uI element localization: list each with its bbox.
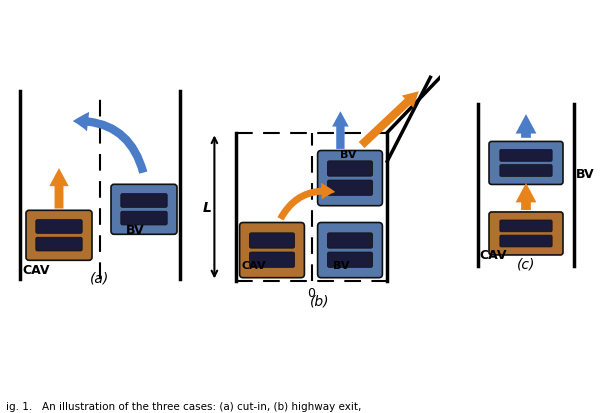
- FancyBboxPatch shape: [318, 151, 382, 206]
- FancyBboxPatch shape: [35, 237, 82, 252]
- FancyBboxPatch shape: [111, 185, 177, 235]
- Text: BV: BV: [126, 224, 144, 237]
- FancyBboxPatch shape: [327, 161, 373, 177]
- FancyBboxPatch shape: [121, 194, 167, 208]
- Text: (c): (c): [517, 257, 535, 271]
- FancyBboxPatch shape: [489, 212, 563, 255]
- Text: (b): (b): [310, 293, 330, 307]
- FancyArrowPatch shape: [73, 113, 147, 174]
- Text: BV: BV: [333, 261, 349, 271]
- FancyBboxPatch shape: [327, 252, 373, 268]
- FancyBboxPatch shape: [489, 142, 563, 185]
- FancyBboxPatch shape: [500, 221, 552, 232]
- Text: CAV: CAV: [242, 261, 267, 271]
- Text: 0: 0: [308, 286, 316, 299]
- Text: (a): (a): [91, 271, 110, 285]
- FancyBboxPatch shape: [327, 180, 373, 196]
- FancyBboxPatch shape: [240, 223, 304, 278]
- FancyBboxPatch shape: [318, 223, 382, 278]
- Text: BV: BV: [340, 149, 357, 159]
- FancyBboxPatch shape: [327, 233, 373, 249]
- FancyBboxPatch shape: [249, 252, 294, 268]
- Text: L: L: [203, 200, 211, 214]
- Text: BV: BV: [576, 167, 594, 180]
- FancyBboxPatch shape: [500, 165, 552, 177]
- FancyBboxPatch shape: [500, 150, 552, 162]
- Text: ig. 1.   An illustration of the three cases: (a) cut-in, (b) highway exit,: ig. 1. An illustration of the three case…: [6, 401, 362, 411]
- FancyBboxPatch shape: [26, 211, 92, 261]
- FancyBboxPatch shape: [500, 235, 552, 247]
- FancyBboxPatch shape: [35, 220, 82, 234]
- Text: CAV: CAV: [22, 263, 50, 277]
- FancyArrowPatch shape: [277, 183, 335, 221]
- Text: CAV: CAV: [480, 248, 507, 261]
- FancyBboxPatch shape: [249, 233, 294, 249]
- FancyBboxPatch shape: [121, 212, 167, 225]
